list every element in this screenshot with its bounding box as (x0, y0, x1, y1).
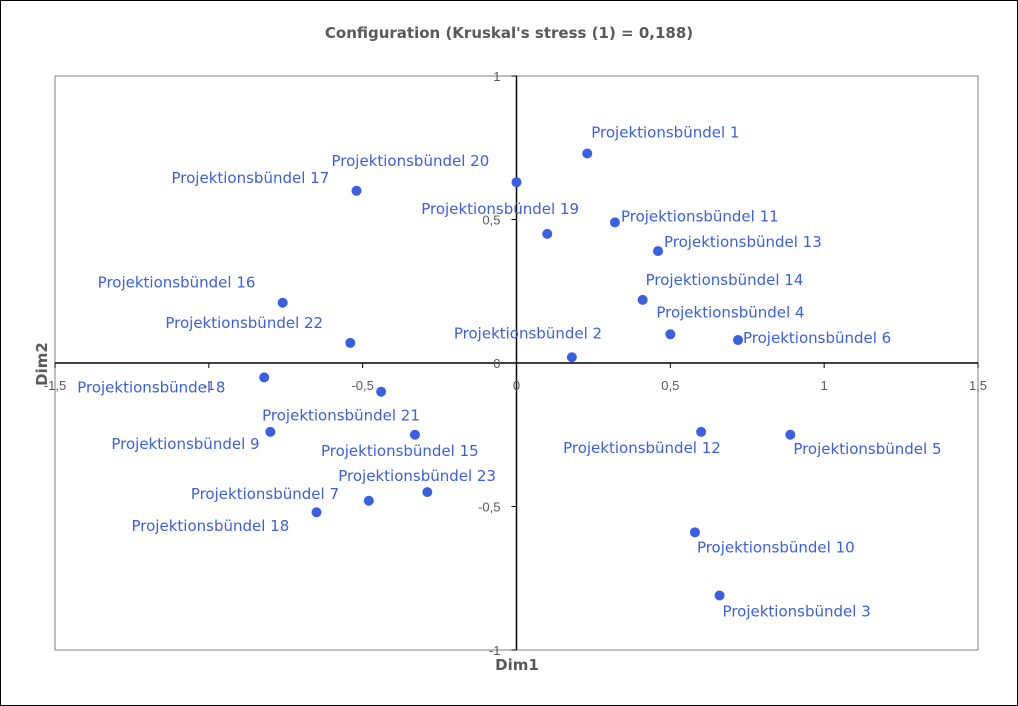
x-tick-label: 1,5 (969, 378, 987, 393)
data-point (409, 429, 420, 440)
data-point-label: Projektionsbündel 9 (111, 435, 259, 453)
data-point (785, 429, 796, 440)
data-point (363, 495, 374, 506)
data-point-label: Projektionsbündel 6 (743, 329, 891, 347)
data-point-label: Projektionsbündel 8 (77, 378, 225, 396)
data-point (259, 372, 270, 383)
y-tick-label: -1 (489, 643, 501, 658)
axis-ticks: -1,5 -1 -0,5 0 0,5 1 1,5 1 0,5 0 -0,5 -1 (44, 69, 987, 658)
data-point (609, 217, 620, 228)
x-tick-label: 0,5 (661, 378, 679, 393)
data-point (351, 185, 362, 196)
y-tick-label: 0,5 (482, 213, 500, 228)
data-point (376, 386, 387, 397)
y-axis-title: Dim2 (33, 342, 51, 386)
data-point (637, 294, 648, 305)
data-point-label: Projektionsbündel 14 (646, 271, 804, 289)
data-point (689, 527, 700, 538)
data-point (265, 426, 276, 437)
data-point-label: Projektionsbündel 5 (793, 440, 941, 458)
x-axis-title: Dim1 (495, 656, 539, 674)
y-tick-label: -0,5 (478, 500, 500, 515)
data-point-label: Projektionsbündel 4 (656, 303, 804, 321)
data-point-label: Projektionsbündel 10 (697, 538, 855, 556)
data-point-label: Projektionsbündel 7 (191, 485, 339, 503)
data-point (422, 487, 433, 498)
x-tick-label: -1,5 (44, 378, 66, 393)
data-point-label: Projektionsbündel 11 (621, 207, 779, 225)
data-points: Projektionsbündel 1 Projektionsbündel 2 Pr… (77, 123, 941, 620)
data-point (511, 177, 522, 188)
data-point (542, 228, 553, 239)
y-tick-label: 0 (493, 356, 500, 371)
data-point-label: Projektionsbündel 18 (132, 517, 290, 535)
x-tick-label: 1 (821, 378, 828, 393)
data-point (714, 590, 725, 601)
data-point (653, 246, 664, 257)
data-point-label: Projektionsbündel 22 (165, 314, 323, 332)
data-point-label: Projektionsbündel 13 (664, 233, 822, 251)
data-point-label: Projektionsbündel 2 (454, 324, 602, 342)
data-point-label: Projektionsbündel 21 (262, 407, 420, 425)
data-point (345, 337, 356, 348)
data-point-label: Projektionsbündel 19 (421, 200, 579, 218)
chart-title: Configuration (Kruskal's stress (1) = 0,… (324, 24, 694, 42)
data-point (311, 507, 322, 518)
x-tick-label: 0 (513, 378, 520, 393)
x-tick-label: -0,5 (351, 378, 373, 393)
data-point (582, 148, 593, 159)
data-point-label: Projektionsbündel 17 (172, 169, 330, 187)
data-point (696, 426, 707, 437)
data-point-label: Projektionsbündel 1 (591, 123, 739, 141)
data-point (665, 329, 676, 340)
data-point (733, 335, 744, 346)
data-point-label: Projektionsbündel 12 (563, 439, 721, 457)
data-point (566, 352, 577, 363)
data-point-label: Projektionsbündel 20 (332, 152, 490, 170)
data-point-label: Projektionsbündel 16 (98, 274, 256, 292)
x-tick-label: -1 (203, 378, 215, 393)
data-point-label: Projektionsbündel 15 (321, 442, 479, 460)
data-point (277, 297, 288, 308)
y-tick-label: 1 (493, 69, 500, 84)
data-point-label: Projektionsbündel 3 (723, 602, 871, 620)
data-point-label: Projektionsbündel 23 (338, 467, 496, 485)
